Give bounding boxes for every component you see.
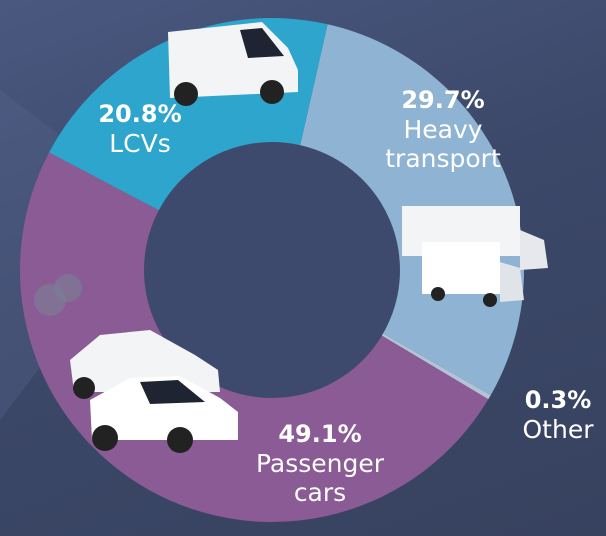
- slice-label: 20.8% LCVs: [80, 100, 200, 158]
- category-label: Other: [522, 415, 594, 444]
- slice-label: 49.1% Passenger cars: [240, 420, 400, 507]
- category-label: Passenger cars: [255, 449, 385, 507]
- slice-label: 0.3% Other: [505, 386, 606, 444]
- value-label: 20.8%: [98, 100, 182, 128]
- value-label: 49.1%: [278, 420, 362, 448]
- category-label: LCVs: [109, 129, 171, 158]
- value-label: 0.3%: [524, 386, 592, 414]
- donut-hole: [144, 142, 400, 398]
- value-label: 29.7%: [401, 86, 485, 114]
- van-icon: [168, 22, 298, 106]
- slice-label: 29.7% Heavy transport: [358, 86, 528, 173]
- truck-icon: [402, 206, 548, 307]
- cars-icon: [34, 274, 238, 453]
- category-label: Heavy transport: [385, 115, 501, 173]
